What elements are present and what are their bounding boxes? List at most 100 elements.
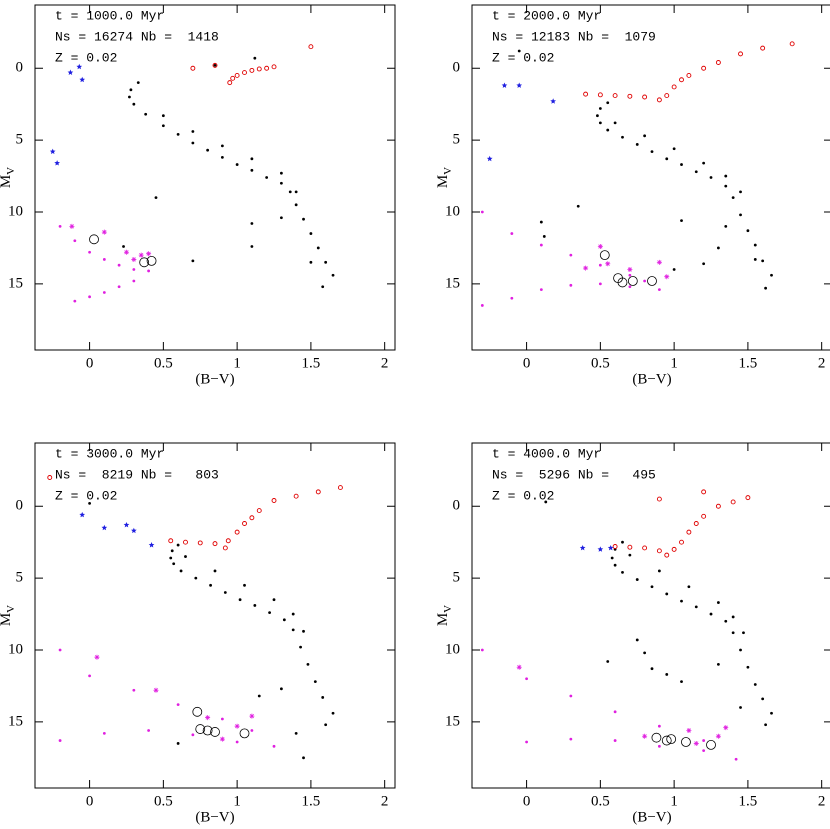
star-point (176, 703, 180, 707)
circled-point (239, 728, 250, 739)
star-point (643, 651, 647, 655)
x-tick-label: 1 (233, 793, 241, 809)
circled-point (651, 732, 662, 743)
white-dwarf-point (627, 267, 633, 272)
blue-straggler (131, 527, 137, 534)
star-point (250, 245, 254, 248)
giant-point (656, 496, 662, 502)
blue-straggler (597, 546, 604, 552)
star-point (331, 273, 335, 277)
giant-point (789, 41, 795, 47)
star-point (598, 107, 602, 110)
star-point (73, 299, 77, 303)
giant-point (212, 62, 218, 68)
star-point (291, 612, 295, 616)
star-point (576, 204, 580, 208)
star-point (694, 170, 698, 174)
white-dwarf-point (656, 259, 662, 265)
giant-point (642, 545, 648, 551)
y-axis-label: MV (435, 167, 453, 188)
star-point (184, 555, 187, 558)
star-point (510, 232, 514, 235)
star-point (539, 220, 543, 224)
star-point (621, 570, 624, 574)
giant-point (686, 72, 692, 78)
star-point (739, 706, 742, 709)
star-point (724, 184, 728, 188)
plot-frame (34, 4, 396, 351)
star-point (643, 134, 647, 138)
circled-point (202, 725, 213, 736)
star-point (635, 638, 639, 642)
star-point (770, 711, 773, 715)
panel-caption: t = 3000.0 Myr (55, 446, 164, 461)
star-point (672, 147, 676, 151)
giant-point (627, 93, 633, 99)
star-point (191, 259, 195, 263)
giant-point (168, 538, 174, 544)
panel-caption: t = 2000.0 Myr (492, 8, 601, 23)
y-tick-label: 0 (16, 60, 24, 76)
y-tick-label: 5 (16, 132, 24, 148)
star-point (122, 245, 125, 248)
star-point (294, 190, 298, 194)
giant-point (190, 65, 196, 71)
star-point (480, 210, 484, 214)
star-point (161, 124, 165, 128)
star-point (613, 710, 617, 714)
blue-straggler (501, 82, 508, 88)
star-point (172, 562, 176, 566)
star-point (517, 49, 521, 53)
white-dwarf-point (69, 223, 75, 229)
giant-point (249, 515, 255, 521)
star-point (764, 723, 768, 727)
star-point (299, 645, 302, 649)
star-point (753, 243, 757, 247)
star-point (176, 543, 180, 547)
giant-point (612, 93, 618, 99)
giant-point (256, 508, 262, 514)
star-point (253, 56, 257, 60)
giant-point (760, 45, 766, 51)
star-point (731, 615, 735, 619)
blue-straggler (516, 82, 523, 88)
white-dwarf-point (605, 261, 611, 267)
blue-straggler (550, 98, 556, 104)
star-point (665, 673, 669, 676)
white-dwarf-point (234, 723, 240, 729)
star-point (321, 696, 325, 699)
x-tick-label: 0.5 (154, 355, 173, 371)
blue-straggler (79, 76, 86, 83)
white-dwarf-point (205, 715, 211, 721)
star-point (596, 114, 599, 118)
y-tick-label: 10 (8, 203, 23, 219)
star-point (144, 112, 148, 116)
star-point (606, 128, 610, 132)
giant-point (271, 498, 277, 503)
white-dwarf-point (153, 687, 159, 693)
star-point (223, 591, 227, 594)
star-point (539, 243, 543, 247)
star-point (764, 286, 768, 290)
star-point (621, 135, 624, 139)
panel-caption: Z = 0.02 (55, 488, 117, 503)
blue-straggler (49, 148, 56, 155)
y-tick-label: 15 (8, 275, 23, 291)
star-point (191, 141, 195, 145)
white-dwarf-point (664, 274, 670, 280)
blue-straggler (54, 160, 60, 166)
white-dwarf-point (101, 229, 107, 235)
y-tick-label: 10 (445, 203, 460, 219)
x-tick-label: 1 (670, 793, 678, 809)
y-tick-label: 5 (453, 132, 461, 148)
giant-point (612, 544, 618, 549)
giant-point (730, 499, 736, 505)
star-point (272, 598, 276, 602)
star-point (191, 130, 195, 133)
star-point (253, 604, 257, 607)
star-point (724, 619, 728, 623)
giant-point (686, 529, 692, 535)
x-tick-label: 0.5 (591, 355, 610, 371)
giant-point (664, 552, 670, 558)
star-point (680, 680, 683, 684)
